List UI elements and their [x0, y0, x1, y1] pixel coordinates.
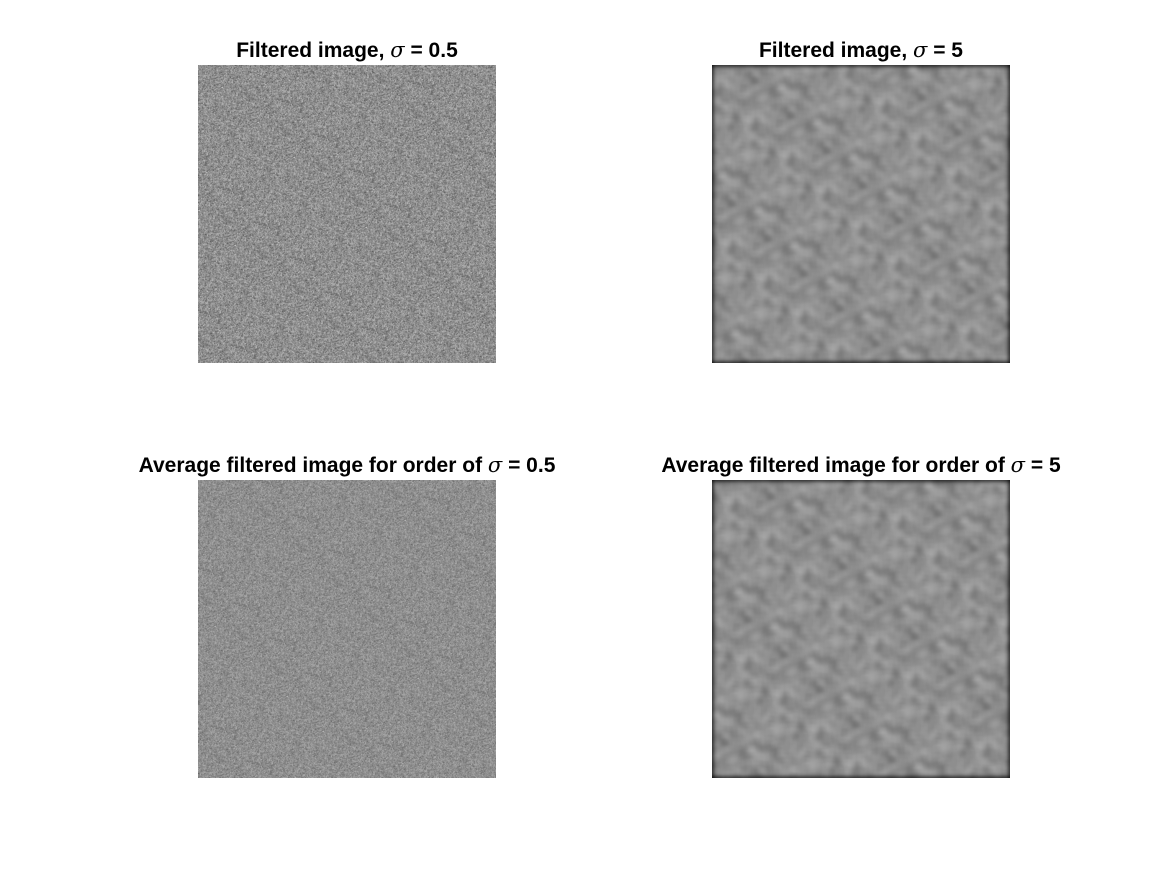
noise-image: [712, 480, 1010, 778]
sigma-symbol: σ: [1010, 453, 1026, 477]
noise-image: [712, 65, 1010, 363]
panel-title: Average filtered image for order of σ = …: [612, 450, 1110, 480]
panel-filtered-sigma-0-5: Filtered image, σ = 0.5: [198, 35, 496, 365]
filtered-image: [712, 65, 1010, 363]
panel-filtered-sigma-5: Filtered image, σ = 5: [712, 35, 1010, 365]
sigma-symbol: σ: [390, 38, 405, 62]
noise-image: [198, 480, 496, 778]
panel-average-sigma-0-5: Average filtered image for order of σ = …: [139, 450, 555, 780]
title-suffix: = 0.5: [502, 454, 556, 477]
panel-title: Filtered image, σ = 5: [652, 35, 1070, 65]
title-suffix: = 5: [927, 39, 963, 62]
panel-title: Average filtered image for order of σ = …: [98, 450, 596, 480]
title-prefix: Filtered image,: [758, 39, 914, 62]
average-filtered-image: [712, 480, 1010, 778]
panel-average-sigma-5: Average filtered image for order of σ = …: [661, 450, 1061, 780]
title-suffix: = 0.5: [404, 39, 458, 62]
title-prefix: Filtered image,: [236, 39, 391, 62]
sigma-symbol: σ: [487, 453, 503, 477]
filtered-image: [198, 65, 496, 363]
average-filtered-image: [198, 480, 496, 778]
title-suffix: = 5: [1025, 454, 1061, 477]
noise-image: [198, 65, 496, 363]
title-prefix: Average filtered image for order of: [661, 454, 1011, 477]
title-prefix: Average filtered image for order of: [138, 454, 488, 477]
sigma-symbol: σ: [913, 38, 928, 62]
panel-title: Filtered image, σ = 0.5: [138, 35, 556, 65]
